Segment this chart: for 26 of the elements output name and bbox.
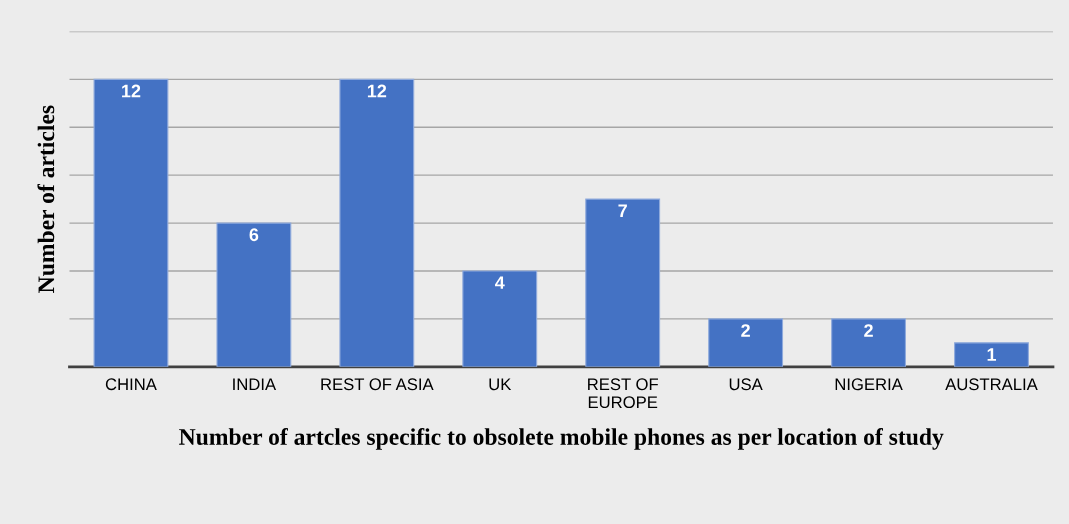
bar — [954, 342, 1029, 367]
x-tick-label: CHINA — [105, 378, 157, 391]
x-tick-label: REST OF EUROPE — [588, 378, 658, 409]
x-tick-label: REST OF ASIA — [321, 378, 434, 391]
data-label: 7 — [618, 204, 627, 217]
data-label: 1 — [987, 348, 997, 361]
bar — [585, 198, 661, 367]
bar — [462, 270, 538, 367]
bar — [93, 78, 169, 367]
x-tick-label: NIGERIA — [835, 378, 903, 391]
x-axis-title: Number of artcles specific to obsolete mobile phones as per location of study — [179, 428, 944, 450]
x-tick-label: AUSTRALIA — [945, 378, 1038, 391]
x-tick-label: UK — [489, 378, 512, 391]
x-tick-label: USA — [729, 378, 763, 391]
bar — [831, 318, 906, 367]
y-axis-title: Number of articles — [37, 105, 55, 293]
bar — [708, 318, 784, 367]
bar — [339, 78, 415, 367]
data-label: 12 — [122, 84, 141, 98]
data-label: 12 — [367, 84, 387, 98]
x-tick-label: INDIA — [233, 378, 277, 390]
data-label: 4 — [495, 276, 505, 289]
data-label: 2 — [864, 324, 873, 337]
bar — [216, 222, 292, 367]
data-label: 6 — [249, 228, 259, 242]
data-label: 2 — [741, 324, 750, 337]
